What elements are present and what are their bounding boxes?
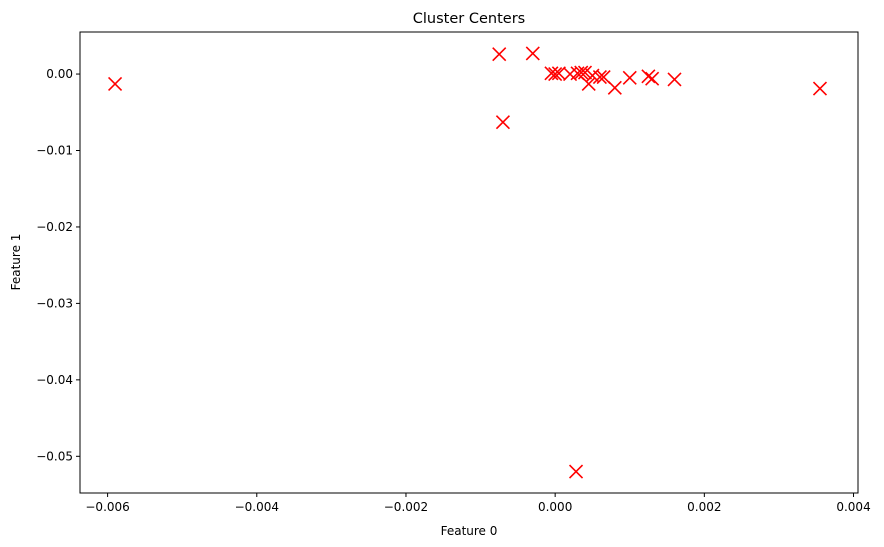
cluster-center-point: [492, 47, 507, 62]
y-tick-label: −0.02: [36, 220, 73, 234]
y-tick-label: −0.01: [36, 143, 73, 157]
x-tick-label: 0.004: [836, 500, 870, 514]
cluster-center-point: [596, 70, 611, 85]
x-tick-label: −0.006: [85, 500, 129, 514]
x-tick-label: −0.002: [384, 500, 428, 514]
cluster-center-point: [622, 70, 637, 85]
cluster-center-point: [581, 76, 596, 92]
cluster-center-point: [495, 115, 511, 130]
cluster-center-point: [607, 80, 622, 95]
cluster-center-point: [525, 46, 540, 61]
x-tick-label: −0.004: [235, 500, 279, 514]
cluster-center-point: [592, 70, 607, 85]
y-tick-label: −0.03: [36, 296, 73, 310]
cluster-center-point: [577, 65, 593, 80]
plot-frame: [79, 31, 859, 494]
cluster-center-point: [107, 76, 123, 92]
cluster-center-point: [574, 65, 589, 80]
y-tick-label: −0.05: [36, 449, 73, 463]
y-axis-ticks: 0.00 −0.01 −0.02 −0.03 −0.04 −0.05: [36, 67, 80, 463]
x-tick-label: 0.002: [687, 500, 721, 514]
cluster-center-point: [544, 66, 559, 81]
y-tick-label: −0.04: [36, 373, 73, 387]
x-tick-label: 0.000: [538, 500, 572, 514]
cluster-center-point: [641, 69, 656, 84]
x-axis-label: Feature 0: [441, 524, 498, 538]
cluster-center-point: [667, 72, 682, 87]
x-axis-ticks: −0.006 −0.004 −0.002 0.000 0.002 0.004: [85, 493, 871, 514]
plot-area: [80, 32, 858, 493]
y-axis-label: Feature 1: [9, 234, 23, 291]
data-points: [107, 46, 828, 479]
cluster-center-point: [812, 81, 828, 96]
chart-title: Cluster Centers: [413, 11, 525, 27]
y-tick-label: 0.00: [46, 67, 73, 81]
cluster-center-point: [551, 66, 566, 81]
cluster-center-point: [568, 464, 584, 479]
cluster-center-point: [645, 71, 660, 86]
cluster-center-point: [548, 66, 563, 82]
